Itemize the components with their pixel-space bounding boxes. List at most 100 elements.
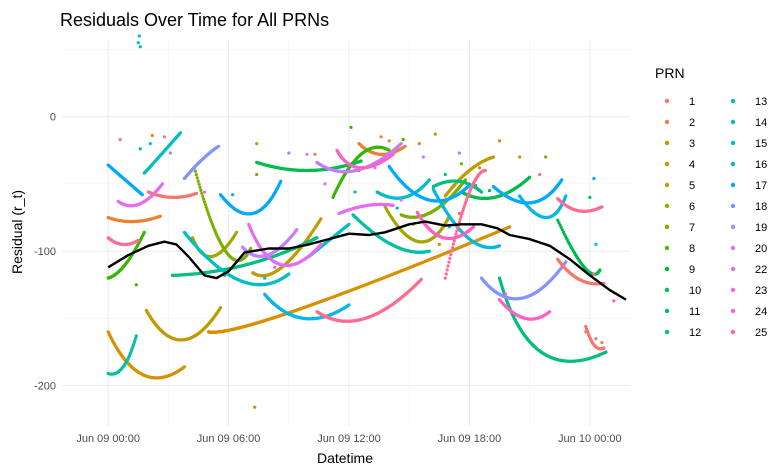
legend-label: 24 <box>755 306 767 318</box>
outlier-point <box>592 272 596 276</box>
data-point <box>548 310 552 314</box>
data-point <box>508 225 512 229</box>
data-point <box>199 188 203 192</box>
data-point <box>467 183 471 187</box>
outlier-point <box>349 125 353 129</box>
legend-item-7: 7 <box>664 222 695 234</box>
data-point <box>391 152 395 156</box>
legend-title: PRN <box>655 65 685 81</box>
outlier-point <box>600 341 604 345</box>
outlier-point <box>544 155 548 159</box>
legend-key <box>664 161 670 167</box>
legend-key <box>730 119 736 125</box>
series-prn-1 <box>146 135 542 199</box>
outlier-point <box>138 45 142 49</box>
data-point <box>315 236 319 240</box>
legend-label: 18 <box>755 201 767 213</box>
data-point <box>219 306 223 310</box>
data-point <box>202 197 206 201</box>
outlier-point <box>162 135 166 139</box>
outlier-point <box>421 155 425 159</box>
outlier-point <box>588 195 592 199</box>
data-point <box>347 303 351 307</box>
legend-key <box>664 98 670 104</box>
data-point <box>195 176 199 180</box>
data-point <box>391 203 395 207</box>
data-point <box>600 205 604 209</box>
data-point <box>235 230 239 234</box>
legend-key <box>730 140 736 146</box>
data-point <box>201 194 205 198</box>
data-point <box>560 178 564 182</box>
data-point <box>217 144 221 148</box>
data-point <box>399 142 403 146</box>
data-point <box>427 249 431 253</box>
legend-item-24: 24 <box>730 306 767 318</box>
data-point <box>140 193 144 197</box>
series-prn-5 <box>190 166 482 259</box>
outlier-point <box>255 172 259 177</box>
data-point <box>160 182 164 186</box>
outlier-point <box>477 166 482 170</box>
y-axis-ticks: 0 -100 -200 <box>34 112 56 393</box>
outlier-point <box>150 133 154 138</box>
legend-item-22: 22 <box>730 264 767 276</box>
legend-key <box>664 266 670 272</box>
legend-label: 2 <box>689 117 695 129</box>
data-points <box>106 34 616 409</box>
legend-item-10: 10 <box>664 285 701 297</box>
outlier-point <box>287 151 291 155</box>
outlier-point <box>379 135 383 139</box>
data-point <box>460 212 464 216</box>
legend-label: 4 <box>689 159 695 171</box>
outlier-point <box>134 283 138 287</box>
legend-item-5: 5 <box>664 180 695 192</box>
outlier-point <box>417 142 421 146</box>
legend-label: 12 <box>689 327 701 339</box>
data-point <box>449 253 453 257</box>
legend-key <box>664 140 670 146</box>
outlier-point <box>443 172 447 177</box>
data-point <box>459 214 463 219</box>
outlier-point <box>273 265 277 269</box>
data-point <box>359 159 363 163</box>
data-point <box>205 208 209 212</box>
legend-label: 25 <box>755 327 767 339</box>
legend-key <box>730 224 736 230</box>
legend-item-25: 25 <box>730 327 767 339</box>
data-point <box>491 155 496 159</box>
legend-item-6: 6 <box>664 201 695 213</box>
x-tick-label: Jun 10 00:00 <box>558 433 622 445</box>
outlier-point <box>487 189 492 193</box>
data-point <box>136 238 140 242</box>
legend-item-1: 1 <box>664 96 695 108</box>
legend-label: 17 <box>755 180 767 192</box>
outlier-point <box>457 211 461 216</box>
data-point <box>463 178 467 182</box>
legend-item-3: 3 <box>664 138 695 150</box>
chart-title: Residuals Over Time for All PRNs <box>60 10 329 30</box>
data-point <box>453 235 457 239</box>
data-point <box>203 203 207 207</box>
series-prn-17 <box>273 148 616 321</box>
data-point <box>443 276 447 280</box>
legend-item-9: 9 <box>664 264 695 276</box>
legend-key <box>664 224 670 230</box>
series-prn-15 <box>241 142 425 258</box>
data-point <box>134 334 138 338</box>
legend-item-16: 16 <box>730 159 767 171</box>
data-point <box>319 217 323 221</box>
data-point <box>200 191 204 195</box>
y-axis-label: Residual (r_t) <box>9 190 25 274</box>
x-axis-ticks: Jun 09 00:00 Jun 09 06:00 Jun 09 12:00 Jun … <box>76 433 621 445</box>
series-prn-16 <box>116 182 403 267</box>
outlier-point <box>263 276 267 280</box>
outlier-point <box>457 151 461 155</box>
x-tick-label: Jun 09 18:00 <box>438 433 502 445</box>
legend-label: 13 <box>755 96 767 108</box>
legend-item-11: 11 <box>664 306 700 318</box>
data-point <box>598 268 602 272</box>
legend-key <box>664 203 670 209</box>
data-point <box>447 260 451 264</box>
legend-item-18: 18 <box>730 201 767 213</box>
